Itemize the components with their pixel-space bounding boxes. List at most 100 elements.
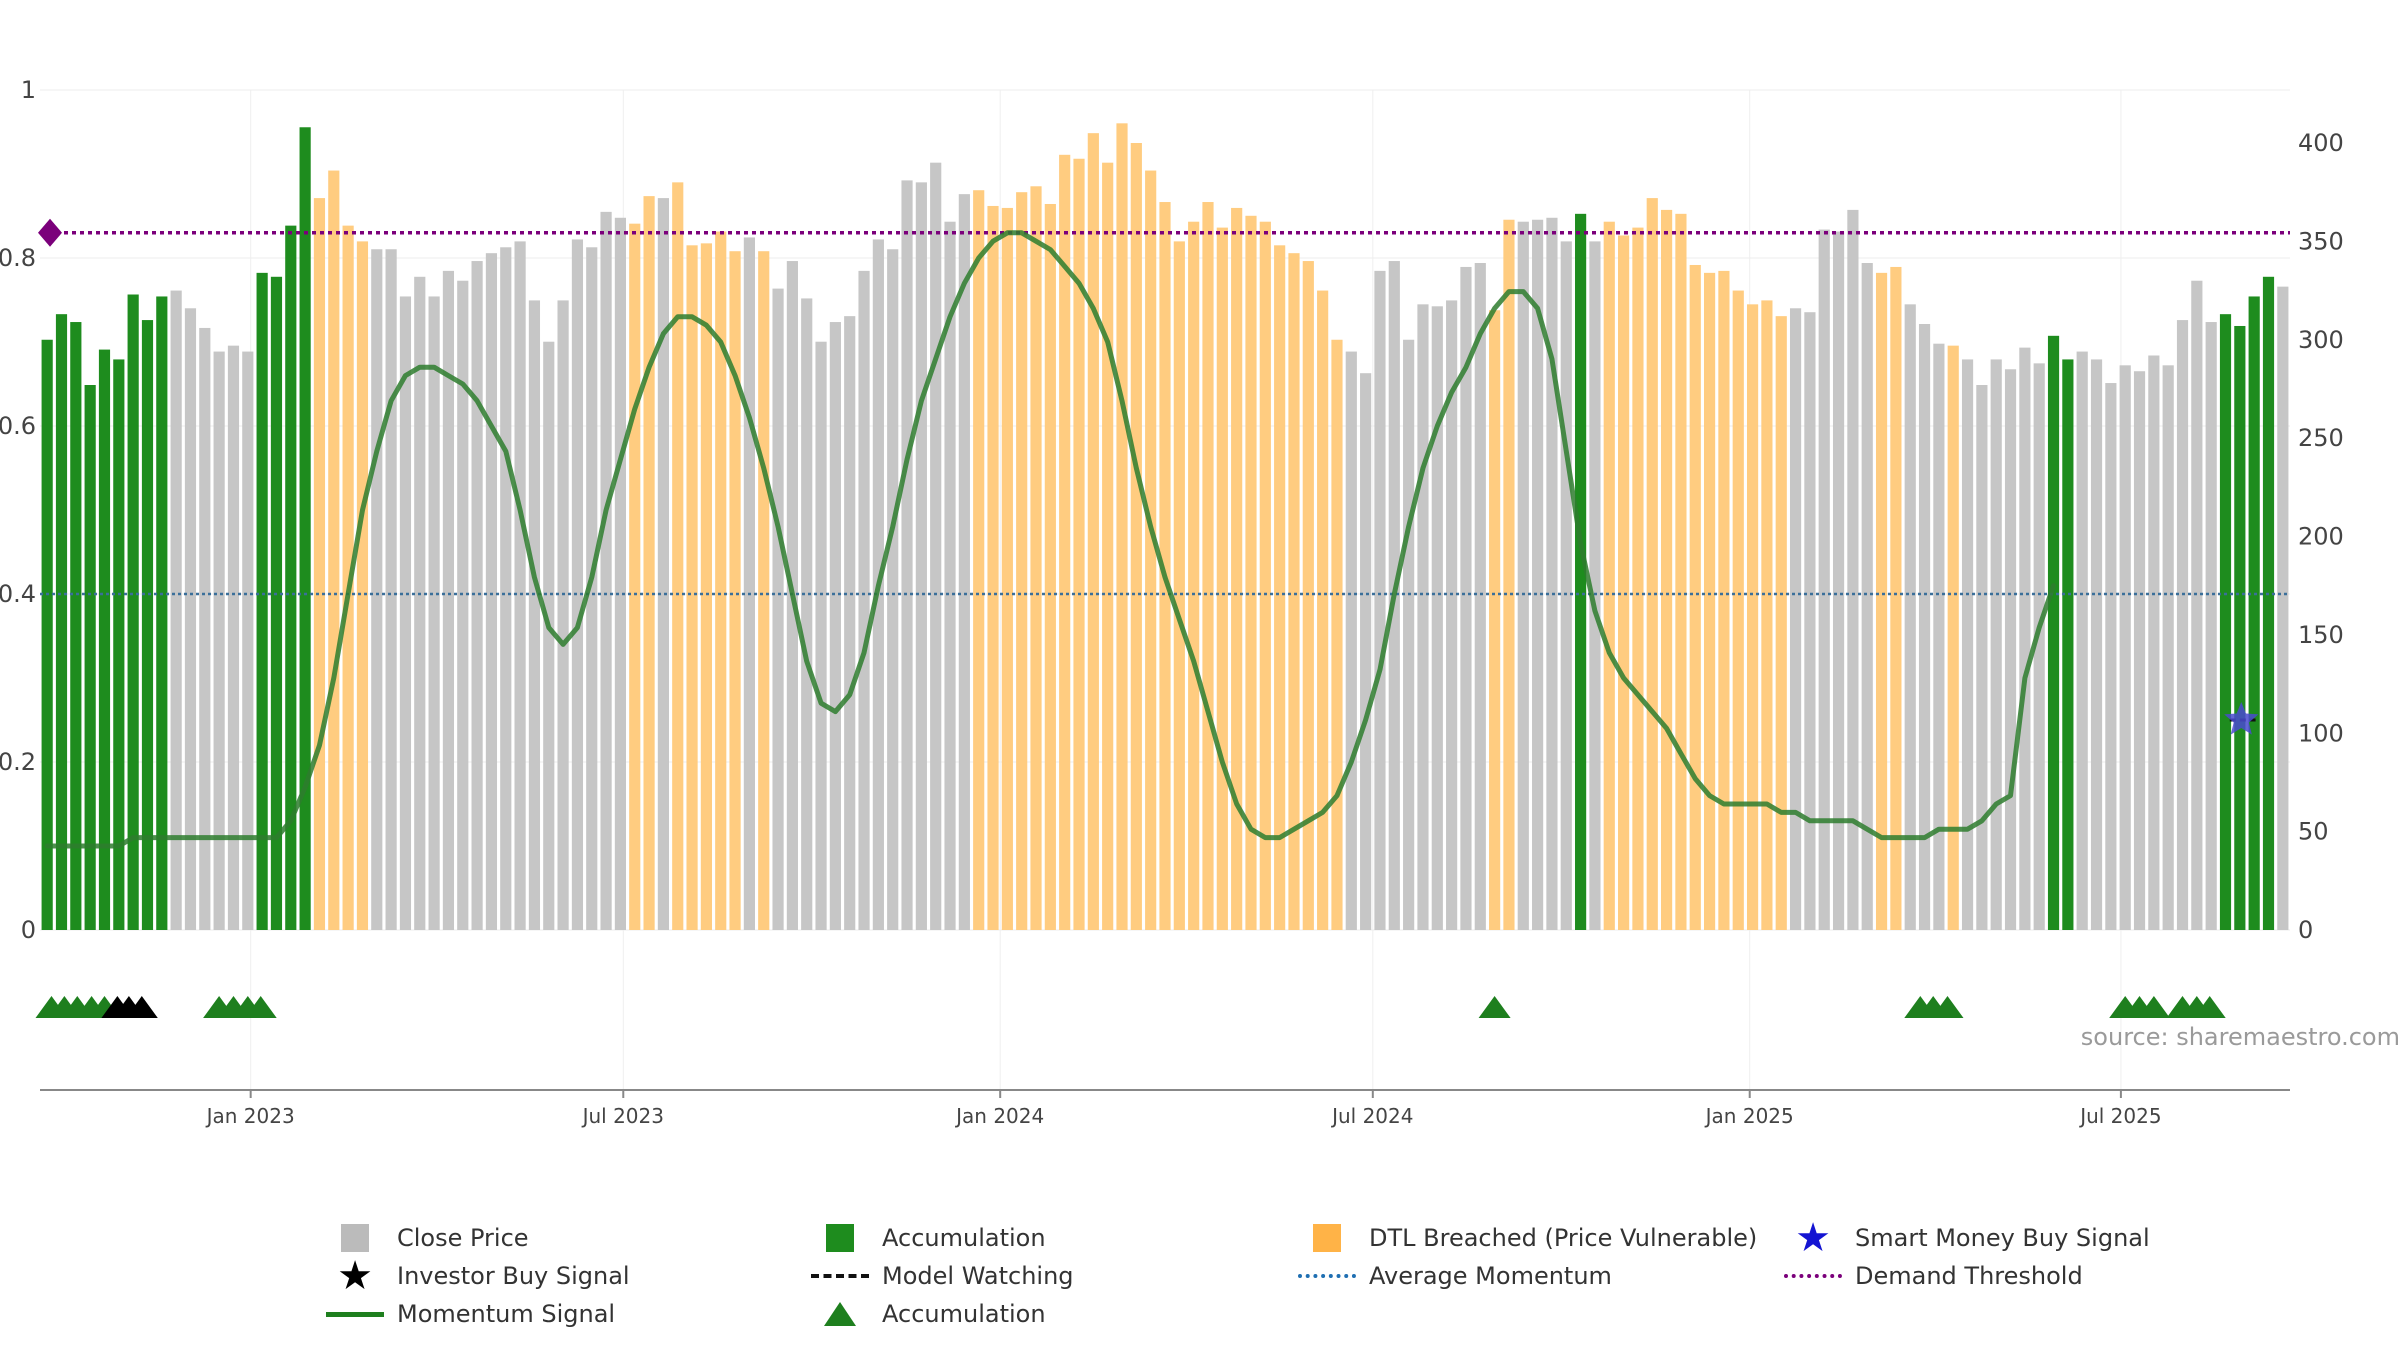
close-price-bar: [2004, 369, 2017, 930]
close-price-bar: [1789, 308, 1802, 930]
chart-lines: [38, 218, 2290, 849]
close-price-bar: [2105, 383, 2117, 930]
left-axis-tick-label: 0.8: [0, 244, 36, 272]
close-price-bar: [242, 351, 254, 930]
close-price-bar: [2148, 355, 2160, 930]
left-axis-tick-label: 0.2: [0, 748, 36, 776]
dtl-breached-bar: [1130, 143, 1142, 930]
dtl-breached-bar: [1317, 290, 1329, 930]
dtl-breached-bar: [1231, 207, 1243, 931]
close-price-bar: [844, 316, 856, 930]
dtl-breached-bar: [1087, 133, 1099, 931]
dtl-breached-bar: [1274, 245, 1286, 930]
close-price-bar: [2090, 359, 2103, 930]
right-axis-tick-label: 0: [2298, 916, 2313, 944]
dtl-breached-bar: [686, 245, 698, 930]
dtl-breached-bar: [1116, 123, 1128, 930]
dtl-breached-bar: [629, 223, 641, 931]
dtl-breached-bar: [1603, 221, 1615, 930]
x-axis-tick-label: Jan 2023: [205, 1104, 295, 1128]
close-price-bar: [829, 322, 841, 931]
close-price-bar: [1532, 219, 1544, 931]
close-price-bar: [657, 198, 669, 931]
smart-money-buy-signal-star: [2224, 702, 2259, 735]
x-axis-tick-label: Jul 2024: [1330, 1104, 1413, 1128]
close-price-bar: [2033, 363, 2045, 930]
close-price-bar: [213, 351, 225, 930]
dtl-breached-bar: [715, 231, 727, 931]
investor-buy-marker: [125, 996, 158, 1018]
close-price-bar: [199, 327, 211, 930]
close-price-bar: [1345, 351, 1357, 930]
dtl-breached-bar: [1302, 261, 1314, 930]
close-price-bar: [1832, 231, 1845, 931]
close-price-bar: [1546, 217, 1558, 930]
close-price-bar: [1990, 359, 2002, 930]
dtl-breached-bar: [1016, 192, 1028, 930]
accumulation-bar: [156, 296, 168, 931]
source-label: source: sharemaestro.com: [2081, 1023, 2400, 1051]
close-price-bar: [958, 194, 970, 930]
dtl-breached-bar: [1202, 202, 1214, 930]
close-price-bar: [1589, 241, 1601, 930]
dtl-breached-bar: [342, 225, 354, 930]
dtl-breached-bar: [356, 241, 369, 930]
close-price-bar: [571, 239, 584, 931]
accumulation-bar: [2262, 276, 2275, 930]
price-bars: [41, 123, 2289, 931]
dtl-breached-bar: [1618, 235, 1630, 930]
close-price-bar: [614, 217, 627, 930]
dtl-breached-bar: [1732, 290, 1744, 930]
close-price-bar: [858, 270, 870, 930]
dtl-breached-bar: [973, 190, 985, 931]
accumulation-bar: [2248, 296, 2260, 931]
dtl-breached-bar: [1259, 221, 1271, 930]
dtl-breached-bar: [1188, 221, 1200, 930]
close-price-bar: [457, 280, 469, 931]
dtl-breached-bar: [1875, 272, 1888, 931]
right-axis-tick-label: 250: [2298, 424, 2344, 452]
accumulation-bar: [2062, 359, 2074, 930]
dtl-breached-bar: [1245, 215, 1257, 931]
close-price-bar: [1847, 209, 1859, 930]
dtl-breached-bar: [1661, 209, 1673, 930]
close-price-bar: [1431, 306, 1443, 930]
close-price-bar: [1374, 270, 1386, 930]
dtl-breached-bar: [1689, 264, 1701, 930]
close-price-bar: [442, 270, 455, 930]
accumulation-marker: [244, 996, 277, 1018]
close-price-bar: [1417, 304, 1429, 931]
close-price-bar: [1976, 385, 1988, 930]
axes: 0 0.2 0.4 0.6 0.8 1 0 50 100 150 200 250 300 350 400 Ja…: [0, 76, 2344, 1128]
close-price-bar: [887, 249, 899, 930]
dtl-breached-bar: [1102, 162, 1114, 931]
accumulation-bar: [41, 339, 53, 930]
left-axis-tick-label: 1: [21, 76, 36, 104]
close-price-bar: [528, 300, 541, 930]
accumulation-bar: [299, 127, 311, 930]
dtl-breached-bar: [1890, 266, 1902, 930]
close-price-bar: [772, 288, 784, 931]
close-price-bar: [227, 345, 240, 931]
close-price-bar: [1403, 339, 1415, 930]
dtl-breached-bar: [1159, 202, 1171, 930]
dtl-breached-bar: [1288, 253, 1300, 930]
close-price-bar: [557, 300, 569, 930]
close-price-bar: [600, 211, 612, 931]
x-axis-tick-label: Jul 2025: [2078, 1104, 2161, 1128]
dtl-breached-bar: [328, 170, 340, 931]
dtl-breached-bar: [1703, 272, 1716, 931]
close-price-bar: [2019, 347, 2031, 930]
x-axis-tick-label: Jul 2023: [581, 1104, 664, 1128]
accumulation-bar: [285, 225, 297, 930]
close-price-bar: [2162, 365, 2174, 930]
left-axis-tick-label: 0.6: [0, 412, 36, 440]
close-price-bar: [743, 237, 755, 930]
accumulation-marker: [2137, 996, 2170, 1018]
dtl-breached-bar: [643, 196, 655, 930]
close-price-bar: [399, 296, 412, 931]
close-price-bar: [414, 276, 426, 930]
close-price-bar: [1904, 304, 1916, 931]
close-price-bar: [543, 341, 555, 930]
